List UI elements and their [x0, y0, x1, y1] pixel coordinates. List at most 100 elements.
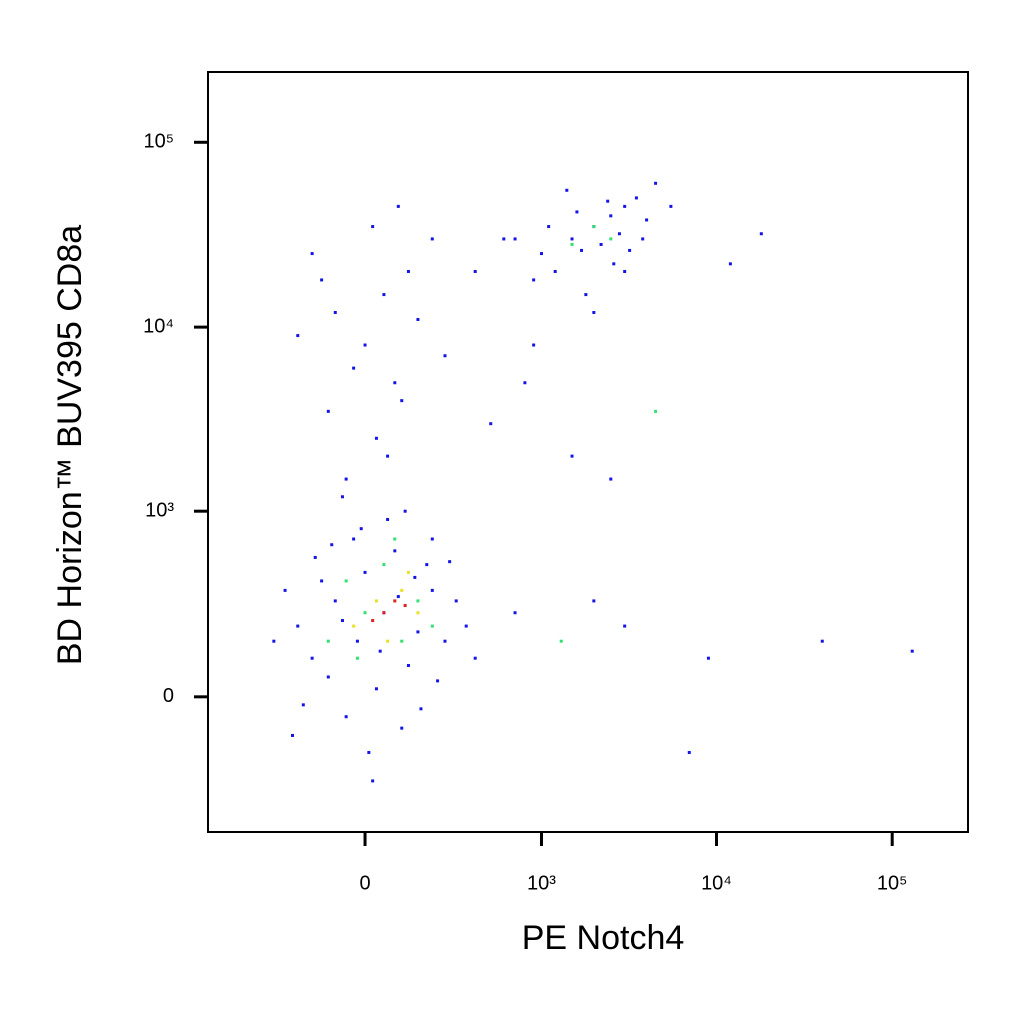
data-point [706, 656, 710, 660]
data-point [393, 381, 397, 385]
data-point [416, 611, 420, 615]
data-point [523, 381, 527, 385]
data-point [340, 495, 344, 499]
data-point [359, 527, 363, 531]
data-point [820, 639, 824, 643]
data-point [623, 204, 627, 208]
data-point [559, 639, 563, 643]
data-point [584, 293, 588, 297]
data-point [313, 555, 317, 559]
data-point [416, 317, 420, 321]
data-point [326, 639, 330, 643]
x-tick-label: 10⁴ [701, 872, 732, 894]
data-point [406, 269, 410, 273]
data-point [592, 599, 596, 603]
data-point [310, 656, 314, 660]
data-point [371, 225, 375, 229]
data-point [669, 204, 673, 208]
y-tick-label: 10³ [145, 499, 174, 521]
data-point [296, 624, 300, 628]
data-point [617, 232, 621, 236]
data-point [592, 310, 596, 314]
data-point [413, 575, 417, 579]
data-point [344, 715, 348, 719]
data-point [363, 611, 367, 615]
data-point [310, 252, 314, 256]
data-point [340, 619, 344, 623]
data-point [301, 703, 305, 707]
data-point [634, 196, 638, 200]
plot-frame [207, 71, 969, 833]
data-point [355, 656, 359, 660]
data-point [419, 707, 423, 711]
data-point [393, 537, 397, 541]
data-point [540, 252, 544, 256]
y-tick-label: 0 [163, 685, 174, 707]
data-point [363, 343, 367, 347]
x-tick-label: 0 [359, 872, 370, 894]
data-point [609, 237, 613, 241]
data-point [400, 588, 404, 592]
data-point [623, 624, 627, 628]
data-point [352, 624, 356, 628]
data-point [396, 595, 400, 599]
data-point [570, 242, 574, 246]
data-point [386, 517, 390, 521]
data-point [473, 656, 477, 660]
data-point [386, 454, 390, 458]
data-point [326, 675, 330, 679]
data-point [320, 579, 324, 583]
data-point [400, 399, 404, 403]
data-point [565, 188, 569, 192]
data-point [454, 599, 458, 603]
data-point [473, 269, 477, 273]
data-point [374, 436, 378, 440]
data-point [502, 237, 506, 241]
data-point [374, 599, 378, 603]
data-point [330, 543, 334, 547]
data-point [759, 232, 763, 236]
data-point [400, 639, 404, 643]
data-point [430, 624, 434, 628]
data-point [645, 218, 649, 222]
data-point [396, 204, 400, 208]
y-tick-label: 10⁵ [143, 131, 174, 153]
data-point [326, 409, 330, 413]
data-point [425, 563, 429, 567]
data-point [382, 611, 386, 615]
y-axis-label: BD Horizon™ BUV395 CD8a [51, 225, 89, 665]
data-point [416, 599, 420, 603]
data-point [355, 639, 359, 643]
data-point [609, 477, 613, 481]
data-point [623, 269, 627, 273]
data-point [272, 639, 276, 643]
data-point [430, 537, 434, 541]
data-point [296, 334, 300, 338]
data-point [430, 588, 434, 592]
data-point [371, 779, 375, 783]
data-point [378, 649, 382, 653]
data-point [320, 278, 324, 282]
x-tick-label: 10³ [527, 872, 556, 894]
data-point [283, 588, 287, 592]
data-point [575, 210, 579, 214]
data-point [609, 214, 613, 218]
data-point [612, 262, 616, 266]
data-point [599, 242, 603, 246]
data-point [687, 750, 691, 754]
data-point [641, 237, 645, 241]
data-point [436, 679, 440, 683]
data-point [513, 611, 517, 615]
data-point [363, 570, 367, 574]
data-point [406, 664, 410, 668]
data-point [464, 624, 468, 628]
data-point [592, 225, 596, 229]
data-point [367, 750, 371, 754]
data-point [553, 269, 557, 273]
data-point [344, 579, 348, 583]
data-point [443, 639, 447, 643]
data-point [352, 537, 356, 541]
data-point [570, 237, 574, 241]
data-point [580, 248, 584, 252]
